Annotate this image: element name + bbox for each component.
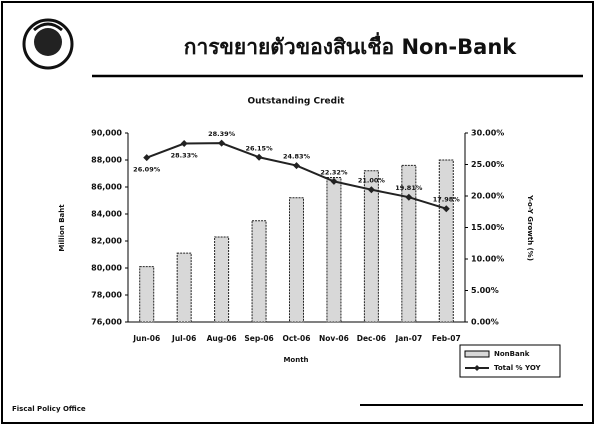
data-label: 28.39%	[208, 130, 236, 138]
x-tick-label: Aug-06	[207, 334, 237, 343]
bar	[251, 220, 267, 323]
legend-label: Total % YOY	[494, 364, 542, 372]
x-tick-label: Nov-06	[319, 334, 349, 343]
x-tick-label: Oct-06	[283, 334, 311, 343]
y2-tick-label: 25.00%	[471, 160, 504, 169]
bar	[176, 252, 192, 323]
y-tick-label: 78,000	[91, 291, 122, 300]
x-tick-label: Sep-06	[244, 334, 273, 343]
x-tick-label: Jun-06	[132, 334, 160, 343]
bar	[438, 159, 454, 323]
line-marker	[442, 205, 450, 213]
x-axis-label: Month	[283, 356, 308, 364]
y-tick-label: 82,000	[91, 237, 122, 246]
bar	[289, 197, 304, 323]
data-label: 22.32%	[320, 168, 348, 176]
data-label: 19.81%	[395, 184, 423, 192]
data-label: 21.00%	[358, 177, 386, 185]
logo	[22, 18, 74, 70]
line-marker	[143, 154, 151, 162]
y-tick-label: 90,000	[91, 129, 122, 138]
x-tick-label: Feb-07	[432, 334, 461, 343]
line-marker	[330, 177, 338, 185]
footer-text: Fiscal Policy Office	[12, 405, 86, 413]
bar	[139, 266, 155, 323]
y-tick-label: 84,000	[91, 210, 122, 219]
data-label: 26.15%	[246, 144, 274, 152]
y2-tick-label: 30.00%	[471, 129, 504, 138]
line-marker	[367, 186, 375, 194]
bar	[363, 170, 379, 323]
y2-axis-label: Y-o-Y Growth (%)	[526, 194, 534, 261]
data-label: 17.98%	[433, 196, 461, 204]
slide-title: การขยายตัวของสินเชื่อ Non-Bank	[184, 31, 518, 59]
line-marker	[180, 140, 188, 148]
line-marker	[293, 162, 300, 170]
bar	[214, 236, 230, 323]
data-label: 24.83%	[283, 153, 311, 161]
y2-tick-label: 0.00%	[471, 318, 499, 327]
data-label: 26.09%	[133, 166, 161, 174]
legend-swatch	[464, 350, 490, 358]
y-tick-label: 80,000	[91, 264, 122, 273]
legend-box	[459, 344, 561, 378]
y-tick-label: 86,000	[91, 183, 122, 192]
bar	[401, 164, 417, 323]
y2-tick-label: 20.00%	[471, 192, 504, 201]
y-tick-label: 88,000	[91, 156, 122, 165]
data-label: 28.33%	[171, 152, 199, 160]
y-tick-label: 76,000	[91, 318, 122, 327]
x-tick-label: Dec-06	[357, 334, 386, 343]
legend-marker	[474, 365, 480, 371]
bar	[326, 177, 342, 323]
line-marker	[255, 153, 263, 161]
line-marker	[218, 139, 226, 147]
legend-label: NonBank	[494, 350, 530, 358]
y-axis-label: Million Baht	[58, 204, 66, 252]
x-tick-label: Jul-06	[171, 334, 196, 343]
y2-tick-label: 15.00%	[471, 223, 504, 232]
chart-title: Outstanding Credit	[248, 97, 346, 107]
x-tick-label: Jan-07	[394, 334, 422, 343]
y2-tick-label: 10.00%	[471, 255, 504, 264]
line-marker	[405, 193, 413, 201]
y2-tick-label: 5.00%	[471, 286, 499, 295]
